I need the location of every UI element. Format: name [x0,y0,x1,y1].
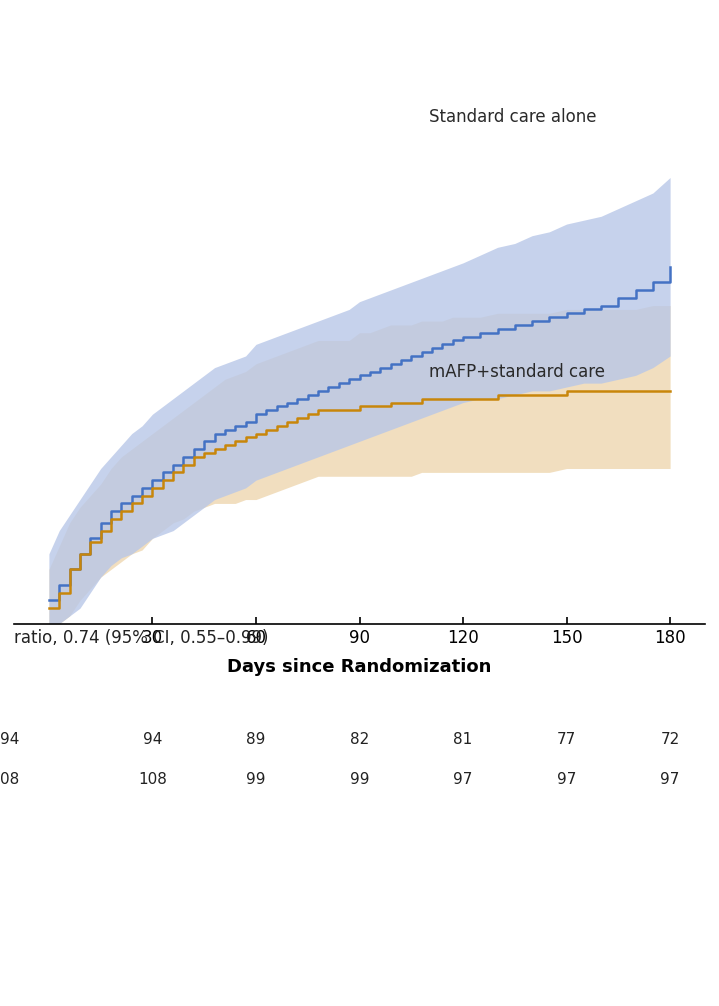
Text: 108: 108 [138,773,167,787]
Text: Standard care alone: Standard care alone [429,108,596,126]
Text: 99: 99 [246,773,266,787]
Text: 97: 97 [557,773,576,787]
Text: 97: 97 [661,773,679,787]
Text: ratio, 0.74 (95% CI, 0.55–0.99): ratio, 0.74 (95% CI, 0.55–0.99) [14,629,269,647]
Text: 77: 77 [557,732,576,746]
Text: 72: 72 [661,732,679,746]
Text: 97: 97 [454,773,472,787]
Text: 94: 94 [143,732,162,746]
Text: 08: 08 [0,773,19,787]
X-axis label: Days since Randomization: Days since Randomization [227,658,492,676]
Text: 94: 94 [0,732,19,746]
Text: 81: 81 [454,732,472,746]
Text: 99: 99 [349,773,370,787]
Text: 89: 89 [247,732,265,746]
Text: mAFP+standard care: mAFP+standard care [429,363,605,381]
Text: 82: 82 [350,732,369,746]
